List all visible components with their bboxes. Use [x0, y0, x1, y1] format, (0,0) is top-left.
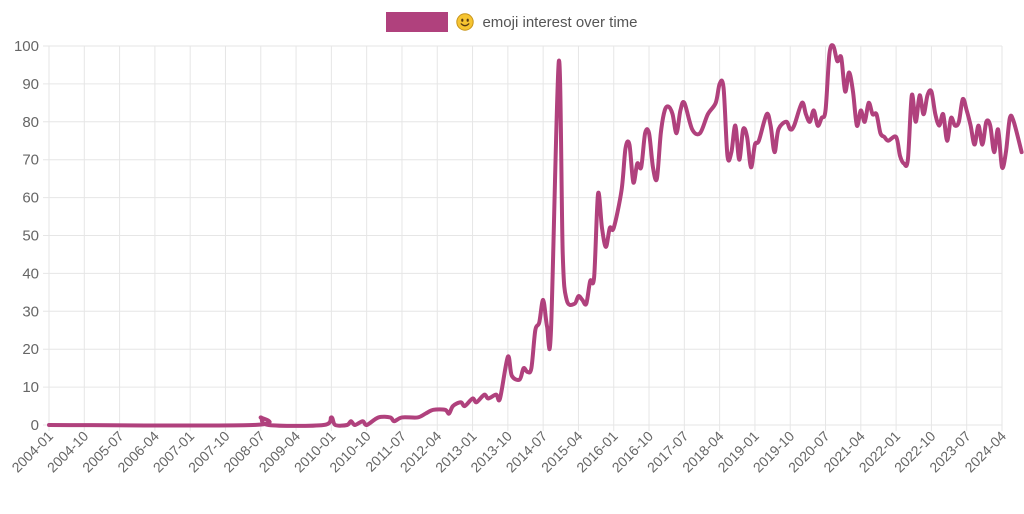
y-tick-label: 60 — [22, 190, 39, 207]
y-tick-label: 70 — [22, 152, 39, 169]
y-tick-label: 100 — [14, 38, 39, 55]
legend-color-swatch — [386, 12, 449, 32]
y-tick-label: 20 — [22, 341, 39, 358]
y-tick-label: 0 — [31, 417, 39, 434]
y-tick-label: 30 — [22, 303, 39, 320]
slightly-smiling-face-icon — [456, 13, 475, 31]
y-tick-label: 50 — [22, 228, 39, 245]
series-line — [47, 43, 1024, 428]
chart-legend[interactable]: emoji interest over time — [0, 10, 1024, 34]
y-tick-label: 90 — [22, 76, 39, 93]
y-tick-label: 40 — [22, 265, 39, 282]
y-tick-label: 10 — [22, 379, 39, 396]
legend-label: emoji interest over time — [482, 13, 638, 31]
y-tick-label: 80 — [22, 114, 39, 131]
